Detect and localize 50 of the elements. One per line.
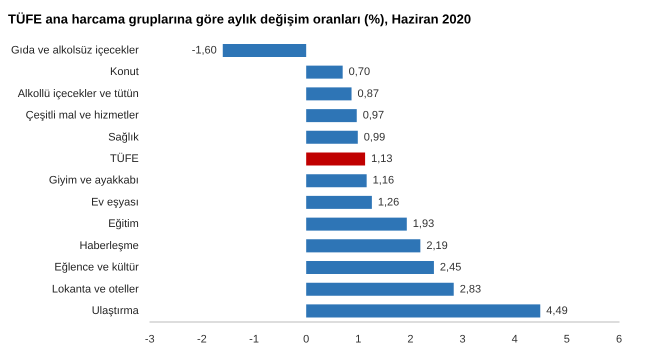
x-tick-label: 6	[616, 333, 622, 346]
bar	[306, 239, 420, 252]
bar	[306, 109, 357, 122]
bar	[222, 44, 306, 57]
data-label: 4,49	[546, 304, 568, 317]
x-tick-label: 2	[407, 333, 414, 346]
y-tick-label: Lokanta ve oteller	[52, 283, 140, 296]
bar	[306, 282, 454, 296]
y-tick-label: TÜFE	[110, 152, 139, 166]
x-tick-label: 4	[512, 333, 518, 346]
data-label: 2,83	[460, 283, 482, 296]
y-tick-label: Ev eşyası	[91, 196, 139, 208]
bar	[306, 304, 540, 318]
y-tick-label: Alkollü içecekler ve tütün	[18, 88, 139, 100]
y-tick-label: Ulaştırma	[92, 304, 140, 317]
data-label: 1,16	[372, 174, 394, 187]
data-label: 1,26	[378, 196, 400, 208]
data-label: 0,70	[348, 66, 370, 78]
bar	[306, 196, 372, 209]
x-tick-label: -1	[249, 333, 259, 346]
y-tick-label: Gıda ve alkolsüz içecekler	[10, 44, 140, 56]
bar	[306, 152, 366, 166]
y-tick-label: Giyim ve ayakkabı	[48, 174, 139, 187]
x-tick-label: -2	[197, 333, 207, 346]
bar	[306, 87, 352, 100]
x-tick-label: -3	[144, 333, 155, 346]
data-label: 1,93	[412, 218, 434, 230]
bar	[306, 66, 343, 79]
x-tick-label: 1	[355, 333, 362, 346]
data-label: 2,19	[426, 240, 448, 252]
bar	[306, 261, 434, 274]
x-tick-label: 5	[564, 333, 570, 346]
y-tick-label: Eğlence ve kültür	[54, 262, 140, 274]
data-label: 1,13	[371, 153, 393, 166]
x-tick-label: 3	[460, 333, 466, 346]
y-tick-label: Sağlık	[108, 131, 140, 144]
bar	[306, 218, 407, 231]
data-label: 2,45	[440, 262, 462, 274]
y-tick-label: Çeşitli mal ve hizmetler	[26, 110, 140, 122]
data-label: -1,60	[192, 44, 217, 56]
data-label: 0,99	[364, 131, 386, 144]
bar	[306, 130, 358, 144]
y-tick-label: Eğitim	[108, 218, 139, 230]
data-label: 0,87	[358, 88, 379, 100]
x-tick-label: 0	[303, 333, 310, 346]
y-tick-label: Konut	[110, 66, 139, 78]
y-tick-label: Haberleşme	[79, 240, 139, 252]
bar	[306, 174, 367, 188]
data-label: 0,97	[362, 110, 384, 122]
chart-title: TÜFE ana harcama gruplarına göre aylık değişim oranları (%), Haziran 2020	[8, 11, 472, 26]
